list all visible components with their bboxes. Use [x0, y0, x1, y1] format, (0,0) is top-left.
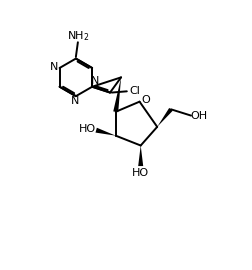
Text: N: N — [71, 96, 79, 106]
Text: OH: OH — [191, 111, 208, 121]
Text: O: O — [141, 95, 150, 105]
Text: HO: HO — [79, 124, 96, 134]
Text: N: N — [50, 62, 58, 72]
Text: N: N — [90, 76, 99, 86]
Polygon shape — [96, 128, 116, 136]
Text: NH$_2$: NH$_2$ — [67, 29, 89, 43]
Polygon shape — [138, 146, 143, 166]
Text: HO: HO — [132, 168, 149, 178]
Text: Cl: Cl — [129, 86, 140, 96]
Polygon shape — [157, 108, 173, 127]
Polygon shape — [113, 77, 121, 112]
